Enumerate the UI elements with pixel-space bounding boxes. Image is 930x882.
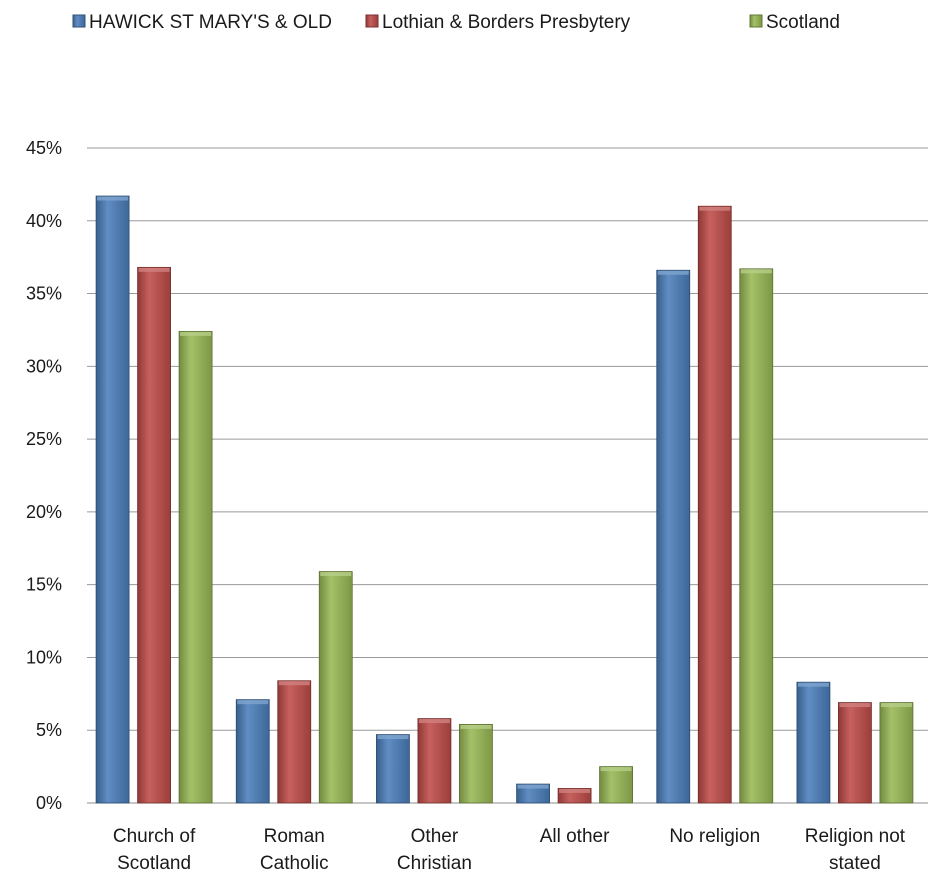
y-tick-label: 5% [36,720,62,740]
bar [318,571,353,804]
bar [838,702,872,804]
y-tick-label: 35% [26,284,62,304]
bar [697,205,732,804]
x-axis-categories: Church of Scotland Roman Catholic Other Chris… [113,826,906,874]
legend-item: Scotland [749,12,840,33]
bar [879,702,914,804]
bar [178,330,213,804]
legend-swatch [365,14,379,28]
x-category-label: Other Christian [397,826,472,874]
x-category-label: Roman Catholic [260,826,329,874]
legend-label: HAWICK ST MARY'S & OLD [89,12,332,33]
legend-label: Lothian & Borders Presbytery [382,12,631,33]
legend-swatch [749,14,763,28]
y-tick-label: 20% [26,502,62,522]
gridlines [87,147,928,804]
bar [95,195,130,804]
bar [796,681,831,804]
y-tick-label: 30% [26,356,62,376]
bar [656,269,691,804]
y-tick-label: 0% [36,793,62,813]
legend-item: Lothian & Borders Presbytery [365,12,631,33]
bar [417,718,452,804]
bar [599,766,633,804]
y-tick-label: 40% [26,211,62,231]
x-category-label: All other [540,826,610,847]
bar [459,724,493,804]
y-tick-label: 15% [26,575,62,595]
legend-label: Scotland [766,12,840,33]
bar [376,734,410,804]
legend-item: HAWICK ST MARY'S & OLD [72,12,332,33]
y-axis-ticks: 0% 5% 10% 15% 20% 25% 30% 35% 40% 45% [26,138,62,813]
bar [739,268,774,804]
y-tick-label: 25% [26,429,62,449]
bar [235,699,270,804]
legend: HAWICK ST MARY'S & OLD Lothian & Borders … [72,12,840,33]
x-category-label: Religion not stated [805,826,906,874]
bar [137,266,171,804]
x-category-label: No religion [669,826,760,847]
bar [277,680,312,804]
bars [95,195,914,804]
legend-swatch [72,14,86,28]
x-category-label: Church of Scotland [113,826,196,874]
bar [516,783,550,804]
y-tick-label: 45% [26,138,62,158]
bar [557,788,592,804]
y-tick-label: 10% [26,647,62,667]
